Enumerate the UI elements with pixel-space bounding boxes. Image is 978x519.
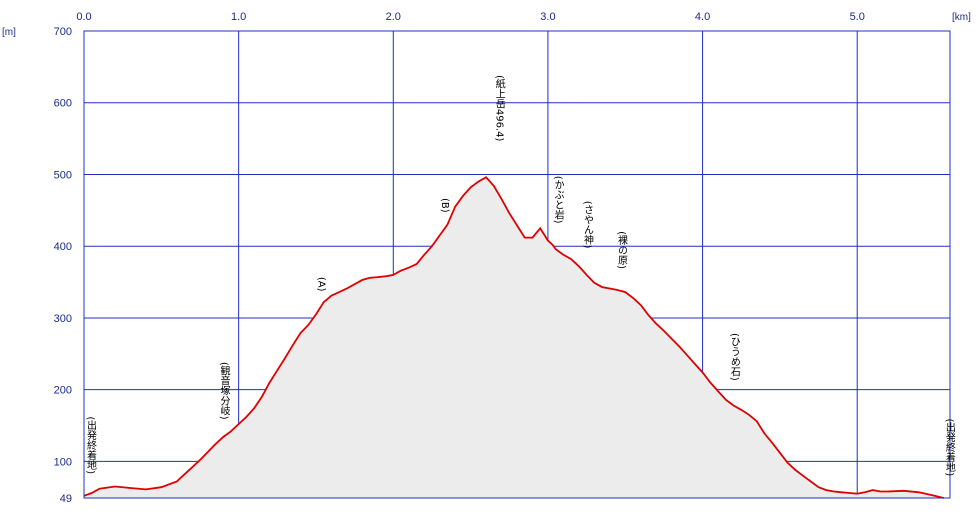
y-tick-labels: 700 600 500 400 300 200 100 49 xyxy=(54,26,72,505)
x-tick-label: 5.0 xyxy=(850,11,865,23)
waypoint-label: (さやん神) xyxy=(581,201,593,249)
y-unit-label: [m] xyxy=(2,27,16,38)
y-tick-label: 300 xyxy=(54,313,72,325)
profile-area-fill xyxy=(84,177,944,499)
waypoint-label: (A) xyxy=(315,277,326,292)
x-tick-label: 1.0 xyxy=(231,11,246,23)
y-tick-label: 100 xyxy=(54,456,72,468)
y-tick-label: 600 xyxy=(54,98,72,110)
waypoint-annotations: (出発終着地) (観音塚分岐) (A) (B) (紙上岳496.4) (かぶと岩) (さやん… xyxy=(85,75,956,476)
waypoint-label: (観音塚分岐) xyxy=(218,362,230,420)
waypoint-label: (裸の原) xyxy=(615,231,627,269)
x-tick-label: 0.0 xyxy=(76,11,91,23)
x-tick-label: 2.0 xyxy=(386,11,401,23)
waypoint-label: (出発終着地) xyxy=(943,419,955,477)
plot-frame xyxy=(83,30,951,499)
y-tick-label: 49 xyxy=(60,493,72,505)
y-tick-label: 400 xyxy=(54,241,72,253)
x-tick-labels: 0.0 1.0 2.0 3.0 4.0 5.0 xyxy=(76,11,865,23)
waypoint-label: (紙上岳496.4) xyxy=(493,75,505,142)
waypoint-label: (かぶと岩) xyxy=(552,176,564,224)
waypoint-label: (出発終着地) xyxy=(85,416,97,474)
x-unit-label: [km] xyxy=(952,12,971,23)
waypoint-label: (ひうめ石) xyxy=(728,333,740,381)
x-tick-label: 3.0 xyxy=(540,11,555,23)
y-tick-label: 200 xyxy=(54,385,72,397)
y-tick-label: 500 xyxy=(54,169,72,181)
x-tick-label: 4.0 xyxy=(695,11,710,23)
profile-line xyxy=(83,176,945,499)
waypoint-label: (B) xyxy=(439,198,450,213)
y-tick-label: 700 xyxy=(54,26,72,38)
